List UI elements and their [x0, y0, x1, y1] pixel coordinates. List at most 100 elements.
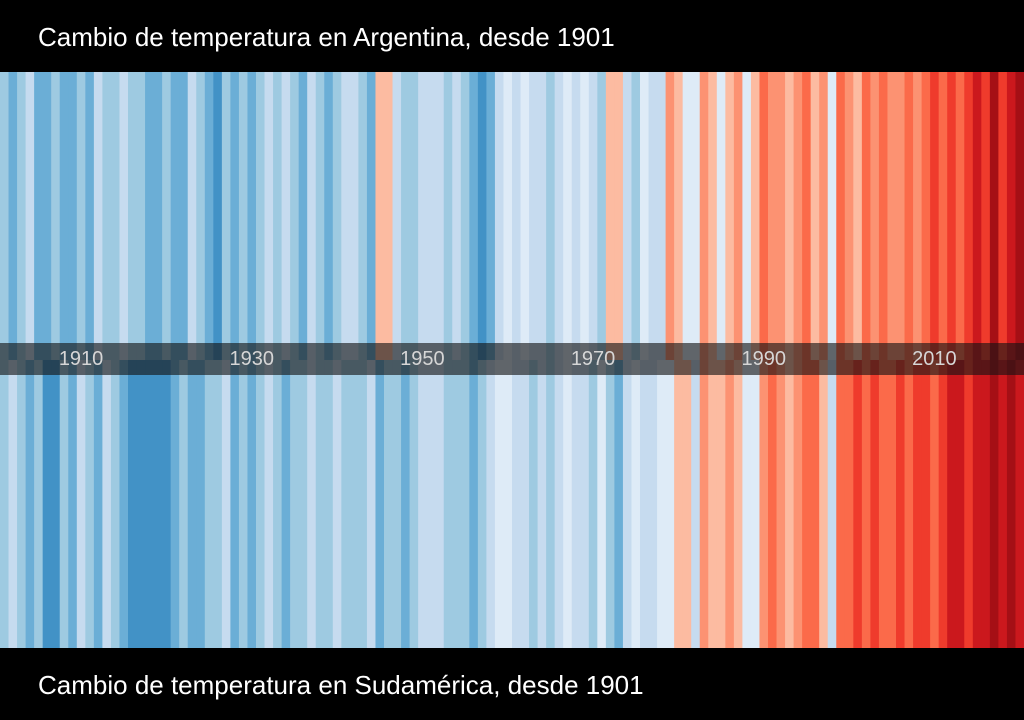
- south-america-stripe-1995: [802, 360, 812, 648]
- south-america-stripe-1970: [588, 360, 598, 648]
- argentina-stripe-1993: [785, 72, 795, 360]
- argentina-stripe-1976: [640, 72, 650, 360]
- argentina-stripe-1989: [750, 72, 761, 360]
- argentina-stripe-1931: [256, 72, 266, 360]
- argentina-stripe-1928: [230, 72, 240, 360]
- south-america-stripe-1935: [290, 360, 300, 648]
- argentina-stripe-1957: [477, 72, 487, 360]
- south-america-stripe-1926: [213, 360, 223, 648]
- argentina-stripe-1938: [315, 72, 325, 360]
- south-america-stripe-1903: [17, 360, 27, 648]
- year-tick-1950: 1950: [400, 348, 445, 370]
- top-title-bar: Cambio de temperatura en Argentina, desd…: [0, 0, 1024, 72]
- south-america-stripe-1929: [238, 360, 249, 648]
- south-america-stripe-2006: [896, 360, 906, 648]
- argentina-stripe-1929: [238, 72, 249, 360]
- argentina-stripe-1992: [776, 72, 786, 360]
- argentina-stripe-2013: [955, 72, 965, 360]
- south-america-stripe-1952: [435, 360, 445, 648]
- south-america-stripe-2002: [861, 360, 871, 648]
- south-america-stripe-1921: [170, 360, 180, 648]
- argentina-stripe-1973: [614, 72, 624, 360]
- argentina-stripe-1972: [605, 72, 615, 360]
- south-america-stripe-2013: [955, 360, 965, 648]
- argentina-stripe-1953: [443, 72, 453, 360]
- argentina-stripe-2006: [896, 72, 906, 360]
- south-america-stripe-1944: [366, 360, 377, 648]
- south-america-stripe-1976: [640, 360, 650, 648]
- south-america-stripe-1971: [597, 360, 607, 648]
- south-america-stripe-1905: [34, 360, 44, 648]
- south-america-stripe-2019: [1006, 360, 1017, 648]
- argentina-stripe-1945: [375, 72, 385, 360]
- south-america-stripe-1906: [42, 360, 52, 648]
- argentina-stripe-1923: [187, 72, 197, 360]
- year-tick-1970: 1970: [570, 348, 616, 370]
- argentina-stripe-1988: [742, 72, 752, 360]
- south-america-stripe-1950: [418, 360, 428, 648]
- argentina-stripe-2018: [998, 72, 1008, 360]
- argentina-stripe-1964: [537, 72, 547, 360]
- argentina-stripe-2020: [1015, 72, 1024, 360]
- argentina-stripe-1999: [836, 72, 846, 360]
- argentina-stripe-1984: [708, 72, 718, 360]
- south-america-stripe-1940: [332, 360, 342, 648]
- south-america-stripe-2005: [887, 360, 897, 648]
- south-america-stripe-1955: [460, 360, 470, 648]
- argentina-stripe-1917: [136, 72, 146, 360]
- argentina-stripe-1996: [810, 72, 820, 360]
- argentina-stripe-2016: [981, 72, 991, 360]
- argentina-stripe-1982: [691, 72, 701, 360]
- south-america-stripe-1924: [196, 360, 206, 648]
- south-america-stripe-1925: [204, 360, 214, 648]
- south-america-stripe-2004: [878, 360, 889, 648]
- south-america-stripe-1967: [563, 360, 573, 648]
- south-america-stripe-1946: [384, 360, 394, 648]
- south-america-stripe-1984: [708, 360, 718, 648]
- argentina-stripe-1955: [460, 72, 470, 360]
- south-america-stripe-1904: [25, 360, 35, 648]
- argentina-stripe-1987: [733, 72, 743, 360]
- south-america-stripe-1983: [699, 360, 709, 648]
- argentina-stripe-1962: [520, 72, 530, 360]
- argentina-stripes: [0, 72, 1024, 360]
- argentina-stripe-1971: [597, 72, 607, 360]
- argentina-stripe-1913: [102, 72, 112, 360]
- bottom-title-bar: Cambio de temperatura en Sudamérica, des…: [0, 648, 1024, 720]
- argentina-stripe-1902: [8, 72, 18, 360]
- argentina-stripe-1920: [162, 72, 172, 360]
- argentina-stripe-1926: [213, 72, 223, 360]
- argentina-stripe-1936: [298, 72, 308, 360]
- argentina-stripe-1986: [725, 72, 735, 360]
- argentina-stripe-1947: [392, 72, 402, 360]
- argentina-stripe-2003: [870, 72, 880, 360]
- south-america-stripe-1977: [648, 360, 658, 648]
- south-america-stripe-2010: [930, 360, 940, 648]
- argentina-stripe-1909: [68, 72, 78, 360]
- argentina-stripe-2017: [989, 72, 999, 360]
- south-america-stripe-1975: [631, 360, 641, 648]
- argentina-stripe-1968: [571, 72, 581, 360]
- south-america-stripe-1938: [315, 360, 325, 648]
- argentina-stripe-1965: [546, 72, 556, 360]
- south-america-stripe-1973: [614, 360, 624, 648]
- argentina-stripe-1915: [119, 72, 129, 360]
- south-america-stripe-1916: [128, 360, 138, 648]
- argentina-stripe-1922: [179, 72, 189, 360]
- argentina-stripe-1967: [563, 72, 573, 360]
- argentina-stripe-1919: [153, 72, 163, 360]
- argentina-stripe-2004: [878, 72, 889, 360]
- argentina-stripe-2015: [972, 72, 982, 360]
- south-america-stripe-1961: [512, 360, 522, 648]
- south-america-stripe-1943: [358, 360, 368, 648]
- south-america-stripe-1908: [59, 360, 69, 648]
- south-america-stripe-2007: [904, 360, 914, 648]
- south-america-stripe-1947: [392, 360, 402, 648]
- argentina-stripe-1921: [170, 72, 180, 360]
- south-america-stripe-1911: [85, 360, 95, 648]
- south-america-stripe-1948: [401, 360, 411, 648]
- argentina-stripe-1941: [341, 72, 351, 360]
- south-america-stripe-1931: [256, 360, 266, 648]
- argentina-stripe-1912: [93, 72, 103, 360]
- south-america-stripe-1974: [622, 360, 633, 648]
